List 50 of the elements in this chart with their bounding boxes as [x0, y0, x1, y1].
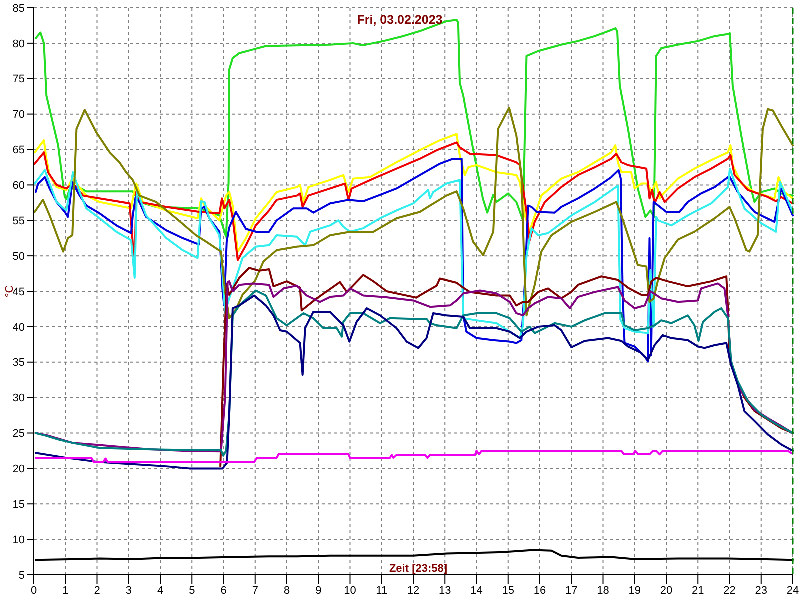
chart-title: Fri, 03.02.2023 — [357, 13, 443, 27]
x-tick-label: 9 — [316, 585, 322, 597]
y-tick-label: 40 — [12, 322, 25, 334]
y-tick-label: 80 — [12, 38, 25, 50]
line-series — [34, 106, 794, 320]
line-series — [34, 133, 794, 253]
y-tick-label: 30 — [12, 392, 25, 405]
x-tick-label: 17 — [566, 585, 578, 597]
x-tick-label: 13 — [439, 585, 452, 597]
y-tick-label: 25 — [12, 428, 25, 440]
line-series — [34, 158, 794, 363]
x-tick-label: 3 — [126, 585, 132, 597]
x-tick-label: 20 — [660, 585, 673, 597]
x-axis-title: Zeit [23:58] — [389, 563, 448, 575]
y-tick-label: 85 — [12, 2, 25, 15]
y-tick-label: 5 — [18, 570, 25, 582]
x-tick-label: 10 — [344, 585, 356, 597]
x-tick-label: 7 — [252, 585, 258, 597]
x-tick-label: 2 — [94, 585, 100, 597]
y-tick-label: 65 — [12, 144, 25, 157]
y-tick-label: 45 — [12, 286, 25, 298]
x-tick-label: 12 — [407, 585, 420, 597]
x-tick-label: 5 — [189, 585, 196, 597]
x-tick-label: 19 — [628, 585, 641, 597]
y-tick-label: 10 — [12, 534, 25, 546]
line-series — [34, 450, 792, 464]
y-tick-label: 15 — [12, 498, 25, 511]
line-series — [220, 267, 794, 468]
x-tick-label: 15 — [502, 585, 514, 597]
x-tick-label: 8 — [284, 585, 290, 597]
x-tick-label: 6 — [220, 585, 227, 597]
x-tick-label: 21 — [692, 585, 704, 597]
x-tick-label: 4 — [157, 585, 164, 597]
x-tick-label: 1 — [62, 585, 69, 597]
y-tick-label: 60 — [12, 180, 25, 192]
x-tick-label: 16 — [534, 585, 546, 597]
y-tick-label: 50 — [12, 250, 25, 263]
x-tick-label: 18 — [597, 585, 610, 597]
x-tick-label: 0 — [30, 585, 38, 597]
x-tick-label: 24 — [786, 585, 800, 597]
x-tick-label: 14 — [470, 585, 483, 597]
y-tick-label: 20 — [12, 464, 25, 476]
y-tick-label: 55 — [12, 215, 25, 228]
x-tick-label: 11 — [376, 585, 388, 597]
y-tick-label: 35 — [12, 357, 25, 370]
x-tick-label: 23 — [755, 585, 768, 597]
line-series — [34, 168, 794, 340]
y-tick-label: 70 — [12, 109, 25, 122]
x-tick-label: 22 — [724, 585, 736, 597]
y-tick-label: 75 — [12, 74, 25, 86]
